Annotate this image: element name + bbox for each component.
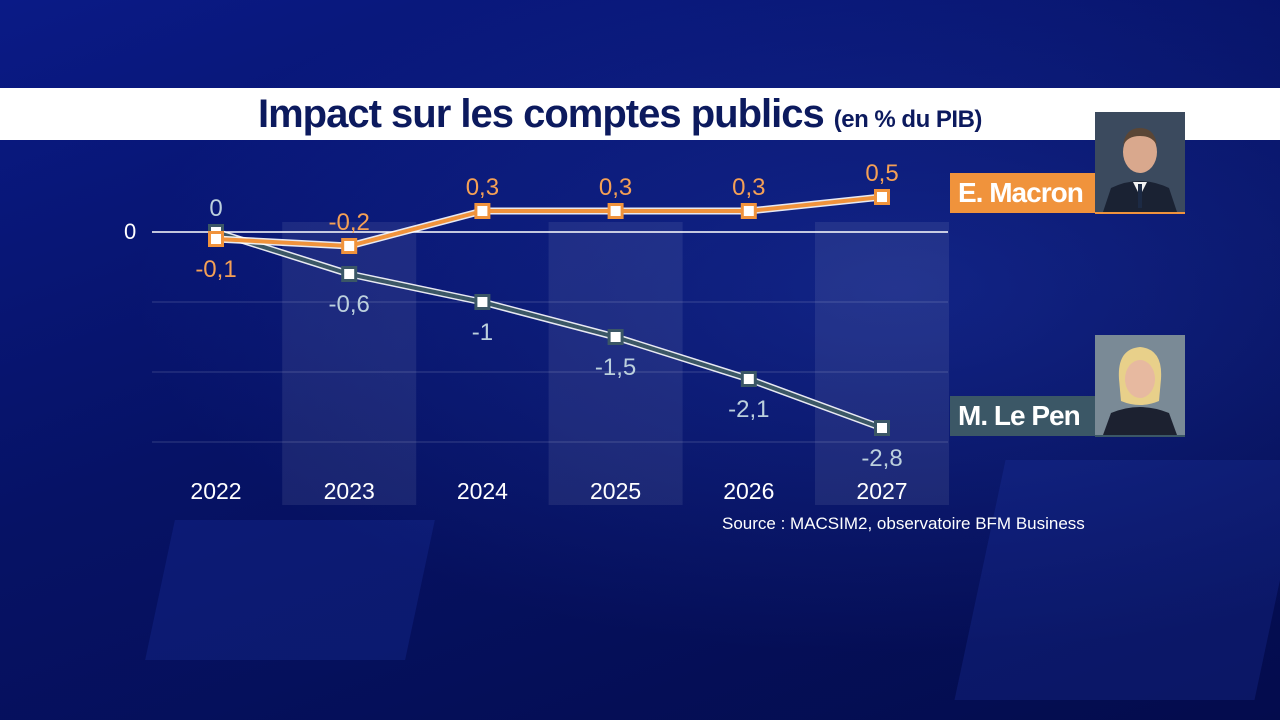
legend-lepen-label: M. Le Pen — [958, 400, 1081, 431]
macron-marker-inner — [743, 206, 754, 216]
macron-data-label: 0,3 — [732, 174, 765, 201]
legend-macron-label: E. Macron — [958, 177, 1084, 208]
macron-marker-inner — [877, 192, 887, 202]
lepen-marker-inner — [344, 269, 355, 279]
column-band — [282, 222, 417, 505]
macron-data-label: 0,3 — [599, 174, 632, 201]
x-tick-label: 2022 — [190, 478, 241, 504]
x-tick-label: 2026 — [723, 478, 774, 504]
macron-data-label: -0,2 — [329, 209, 370, 236]
source-note: Source : MACSIM2, observatoire BFM Busin… — [722, 514, 1085, 533]
legend-lepen: M. Le Pen — [950, 396, 1106, 436]
macron-line — [215, 195, 883, 248]
macron-data-label: 0,5 — [865, 160, 898, 187]
macron-data-label: -0,1 — [195, 256, 236, 283]
lepen-portrait-image — [1095, 335, 1185, 435]
chart-title-unit: (en % du PIB) — [833, 106, 983, 133]
macron-data-label: 0,3 — [466, 174, 499, 201]
x-tick-label: 2024 — [457, 478, 508, 504]
lepen-data-label: -0,6 — [329, 291, 370, 318]
lepen-marker-inner — [610, 332, 621, 342]
macron-portrait-image — [1095, 112, 1185, 212]
chart-title: Impact sur les comptes publics (en % du … — [258, 92, 982, 138]
macron-marker-inner — [610, 206, 621, 216]
macron-portrait — [1095, 112, 1185, 214]
lepen-data-label: -2,8 — [861, 445, 902, 472]
x-tick-label: 2023 — [324, 478, 375, 504]
lepen-marker-inner — [477, 297, 488, 307]
lepen-data-label: -2,1 — [728, 396, 769, 423]
macron-marker-inner — [211, 234, 221, 244]
lepen-portrait — [1095, 335, 1185, 437]
lepen-data-label: -1,5 — [595, 354, 636, 381]
legend-macron: E. Macron — [950, 173, 1106, 213]
title-band — [0, 88, 1280, 140]
lepen-data-label: -1 — [472, 319, 493, 346]
lepen-line — [215, 230, 883, 430]
macron-marker-inner — [344, 241, 355, 251]
chart-title-main: Impact sur les comptes publics — [258, 92, 825, 136]
x-tick-label: 2025 — [590, 478, 641, 504]
column-band — [815, 222, 949, 505]
y-tick-label: 0 — [124, 219, 136, 244]
column-band — [548, 222, 683, 505]
macron-marker-inner — [477, 206, 488, 216]
lepen-marker-inner — [743, 374, 754, 384]
lepen-marker-inner — [877, 423, 887, 433]
x-tick-label: 2027 — [856, 478, 907, 504]
lepen-data-label: 0 — [209, 195, 222, 222]
